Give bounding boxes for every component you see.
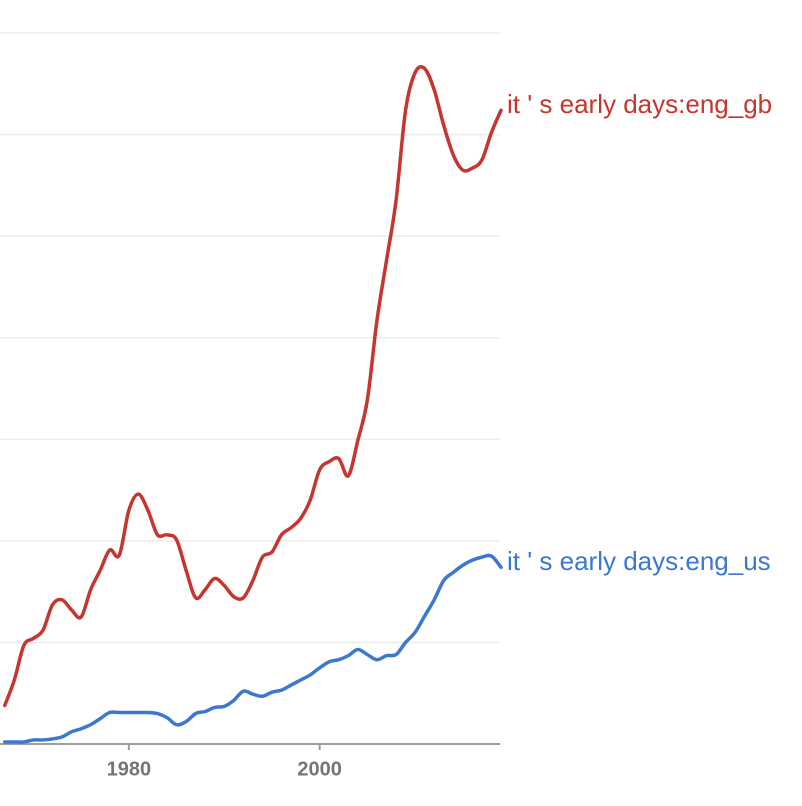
series-line — [3, 553, 503, 744]
series-label: it ' s early days:eng_us — [507, 546, 771, 576]
series-line — [3, 65, 503, 708]
x-tick-label: 2000 — [297, 758, 342, 780]
series-label: it ' s early days:eng_gb — [507, 89, 772, 119]
x-tick-label: 1980 — [107, 758, 152, 780]
